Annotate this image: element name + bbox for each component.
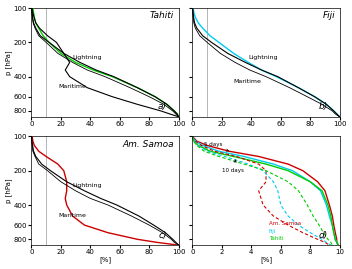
X-axis label: [%]: [%] [260,257,272,263]
Text: d): d) [319,231,328,240]
Text: 10 days: 10 days [222,160,244,173]
Y-axis label: p [hPa]: p [hPa] [6,178,12,203]
Text: Maritime: Maritime [58,213,86,218]
Text: Tahiti: Tahiti [150,11,174,20]
Text: c): c) [158,231,167,240]
Text: b): b) [319,102,328,111]
Text: Tahiti: Tahiti [269,236,283,242]
Text: Lightning: Lightning [73,183,102,188]
Text: a): a) [158,102,167,111]
Text: Fiji: Fiji [269,229,276,234]
Text: Lightning: Lightning [73,55,102,60]
Text: Am. Samoa: Am. Samoa [122,140,174,149]
Text: Am. Samoa: Am. Samoa [269,221,301,226]
Y-axis label: p [hPa]: p [hPa] [6,50,12,75]
Text: 5 days: 5 days [204,143,228,151]
X-axis label: [%]: [%] [99,257,111,263]
Text: Maritime: Maritime [58,84,86,89]
Text: Lightning: Lightning [249,55,278,60]
Text: Fiji: Fiji [323,11,335,20]
Text: Maritime: Maritime [234,79,262,84]
